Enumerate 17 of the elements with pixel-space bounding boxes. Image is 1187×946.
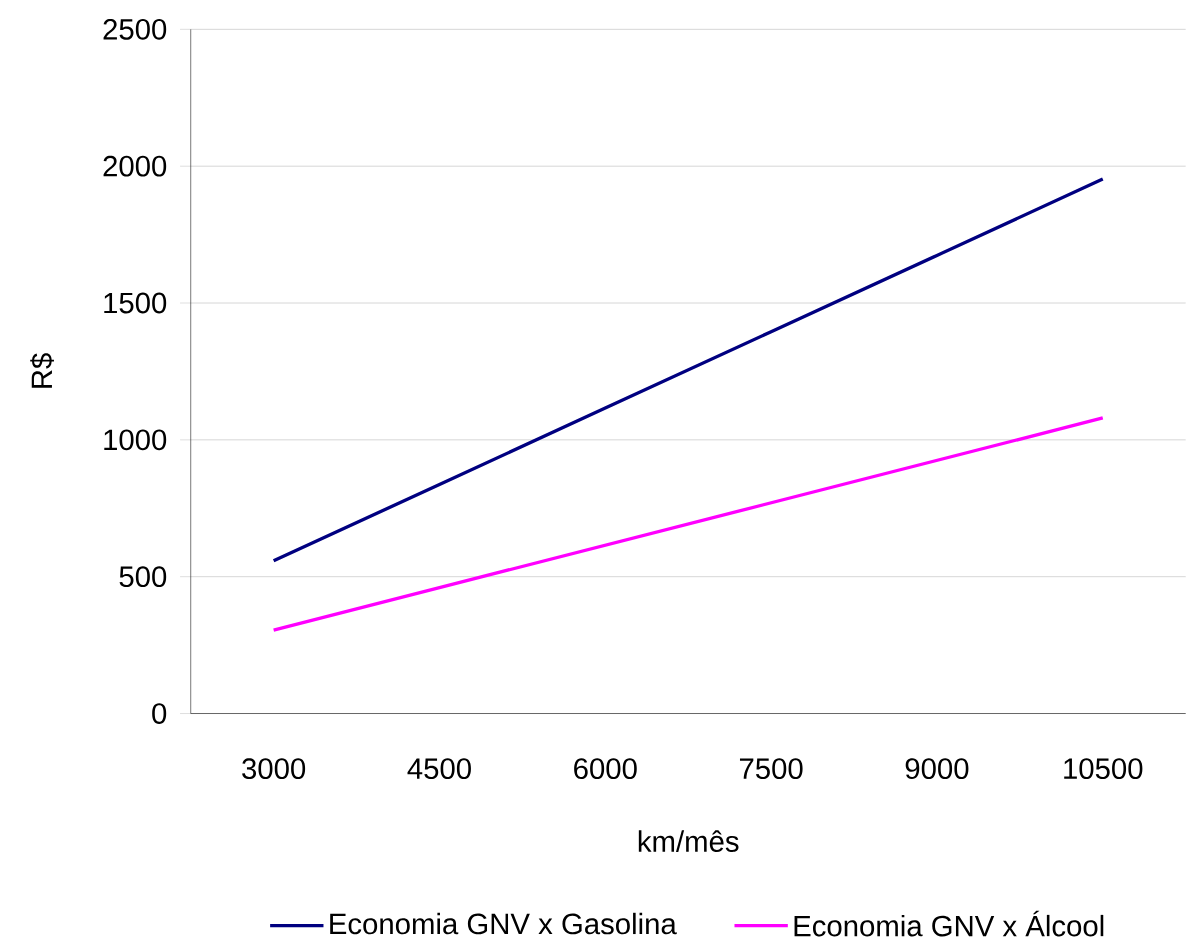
x-tick-label: 9000 (905, 758, 969, 780)
x-tick-label: 6000 (574, 758, 637, 780)
y-tick-label: 1500 (104, 292, 167, 314)
legend-label: Economia GNV x Gasolina (330, 912, 677, 935)
x-tick-label: 3000 (242, 758, 306, 780)
x-tick-label: 7500 (739, 758, 803, 780)
y-tick-label: 2000 (103, 155, 167, 177)
legend-label: Economia GNV x Álcool (794, 910, 1104, 937)
x-axis-title: km/mês (638, 830, 739, 853)
x-tick-label: 4500 (407, 758, 471, 780)
line-series (271, 177, 1105, 563)
x-tick-label: 10500 (1064, 758, 1143, 780)
y-tick-label: 500 (119, 566, 167, 588)
y-tick-label: 2500 (103, 19, 167, 40)
y-tick-label: 1000 (104, 429, 167, 451)
y-axis-title: R$ (30, 353, 54, 388)
y-tick-label: 0 (152, 703, 167, 725)
